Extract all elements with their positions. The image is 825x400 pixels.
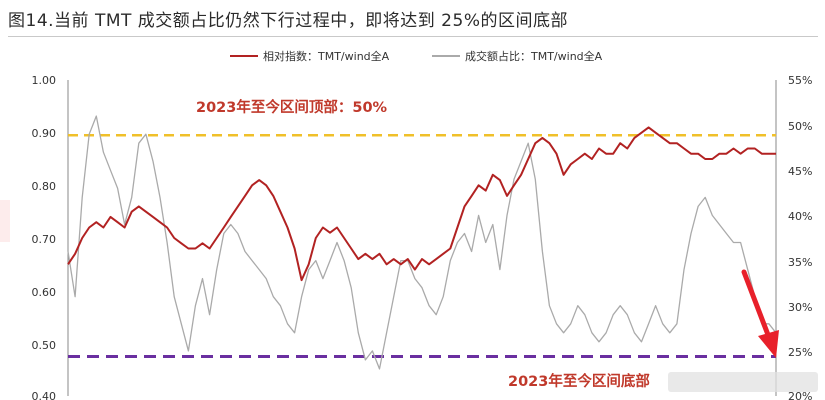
legend-label-turnover-share: 成交额占比：TMT/wind全A [465,49,603,63]
red-arrow-icon [741,269,779,358]
right-tick: 55% [788,74,812,87]
title-rule [8,36,818,37]
side-decoration [0,200,10,242]
right-tick: 25% [788,346,812,359]
right-tick: 40% [788,210,812,223]
right-tick: 20% [788,390,812,400]
legend-label-relative-index: 相对指数：TMT/wind全A [263,49,390,63]
series-layer [67,115,777,370]
right-tick: 35% [788,256,812,269]
top-annotation: 2023年至今区间顶部：50% [196,98,388,116]
left-tick: 0.90 [32,127,57,140]
left-tick: 0.50 [32,339,57,352]
left-tick: 0.40 [32,390,57,400]
bottom-annotation: 2023年至今区间底部 [508,372,650,390]
left-tick: 0.80 [32,180,57,193]
left-tick: 0.70 [32,233,57,246]
left-tick-labels: 1.00 0.90 0.80 0.70 0.60 0.50 0.40 [32,74,57,400]
right-tick-labels: 55% 50% 45% 40% 35% 30% 25% 20% [788,74,812,400]
left-tick: 0.60 [32,286,57,299]
right-tick: 45% [788,165,812,178]
left-tick: 1.00 [32,74,57,87]
right-tick: 30% [788,301,812,314]
right-tick: 50% [788,120,812,133]
series-line-relative-index [67,126,776,282]
figure-title: 图14.当前 TMT 成交额占比仍然下行过程中，即将达到 25%的区间底部 [8,11,568,31]
watermark [668,372,818,392]
legend: 相对指数：TMT/wind全A 成交额占比：TMT/wind全A [230,49,603,63]
series-line-turnover-share [67,115,777,370]
